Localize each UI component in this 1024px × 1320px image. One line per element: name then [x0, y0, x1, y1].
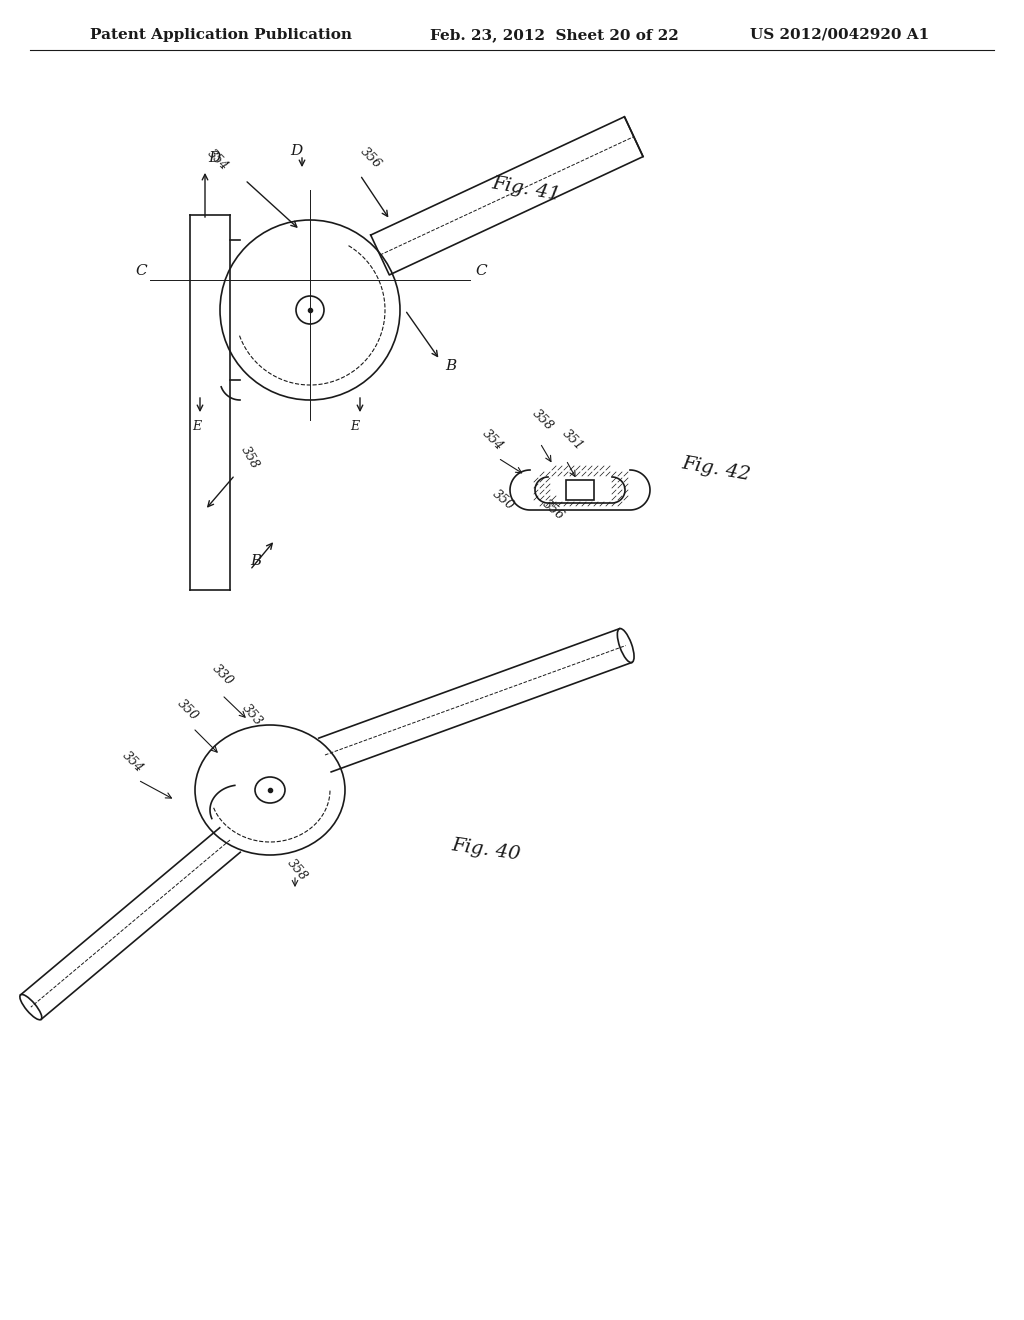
Text: C: C — [135, 264, 146, 279]
Text: Fig. 40: Fig. 40 — [450, 837, 521, 865]
Text: Patent Application Publication: Patent Application Publication — [90, 28, 352, 42]
Text: 358: 358 — [285, 857, 310, 883]
Text: US 2012/0042920 A1: US 2012/0042920 A1 — [750, 28, 929, 42]
Text: 351: 351 — [560, 426, 586, 453]
Text: D: D — [290, 144, 302, 158]
Text: 353: 353 — [240, 701, 265, 729]
Text: Fig. 42: Fig. 42 — [680, 454, 752, 484]
Text: D: D — [208, 150, 220, 165]
Text: 356: 356 — [540, 498, 566, 523]
Text: C: C — [475, 264, 486, 279]
Text: 350: 350 — [490, 487, 517, 513]
Text: B: B — [250, 554, 261, 568]
Text: 354: 354 — [120, 748, 146, 775]
Text: 354: 354 — [205, 147, 231, 173]
Text: Fig. 41: Fig. 41 — [490, 174, 561, 205]
Text: 358: 358 — [238, 444, 261, 471]
Bar — [566, 480, 594, 500]
Text: 350: 350 — [175, 697, 201, 723]
Text: 358: 358 — [530, 407, 556, 433]
Text: B: B — [445, 359, 457, 374]
Text: 354: 354 — [480, 426, 506, 453]
Text: E: E — [350, 420, 359, 433]
Text: Feb. 23, 2012  Sheet 20 of 22: Feb. 23, 2012 Sheet 20 of 22 — [430, 28, 679, 42]
Text: E: E — [193, 420, 201, 433]
Text: 356: 356 — [358, 145, 384, 172]
Text: 330: 330 — [210, 661, 237, 688]
